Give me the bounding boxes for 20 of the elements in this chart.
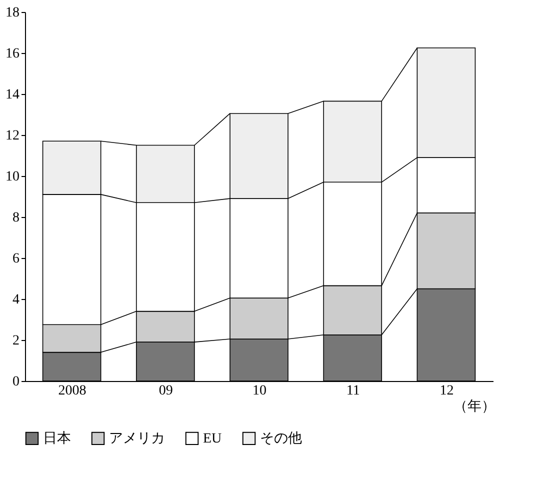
legend-label: アメリカ [109, 431, 165, 446]
y-tick-label: 16 [6, 46, 20, 62]
y-tick-label: 14 [6, 88, 20, 102]
y-tick-label: 10 [6, 170, 20, 184]
legend-label: 日本 [43, 430, 71, 446]
x-tick-label: 10 [252, 384, 266, 398]
legend-label: その他 [260, 430, 302, 446]
x-tick-label: 09 [158, 384, 173, 398]
y-tick-label: 18 [6, 6, 20, 20]
legend-label: EU [203, 431, 222, 446]
y-tick-label: 6 [12, 252, 20, 266]
y-tick-label: 12 [6, 128, 20, 144]
x-tick-label: 12 [440, 384, 454, 398]
x-axis-title: （年） [454, 398, 496, 414]
x-tick-label: 11 [346, 384, 360, 398]
y-tick-label: 8 [12, 210, 20, 226]
y-tick-label: 0 [12, 374, 20, 390]
y-tick-label: 4 [12, 292, 20, 308]
x-tick-label: 2008 [58, 384, 86, 398]
y-tick-label: 2 [12, 334, 20, 348]
